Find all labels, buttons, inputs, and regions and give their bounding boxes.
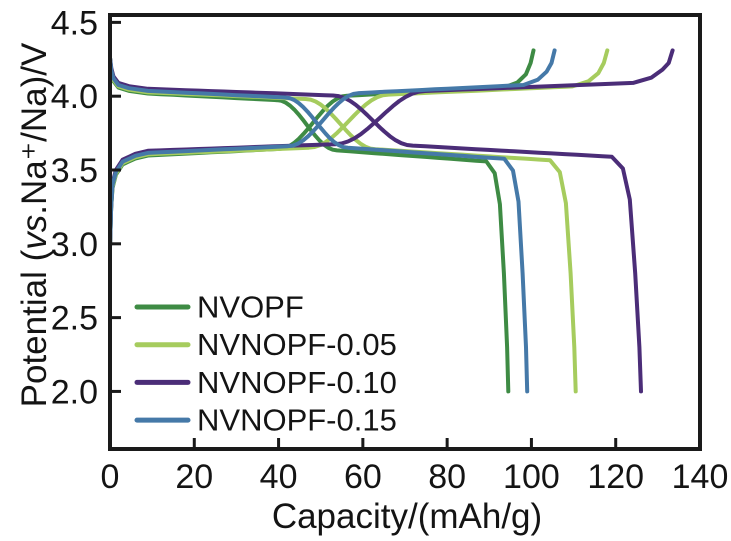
- y-tick-label-4: 4.0: [51, 78, 98, 116]
- axis-tick-labels: 0 20 40 60 80 100 120 140 2.0 2.5 3.0 3.5 4.0 4.5: [51, 4, 729, 496]
- x-tick-label-0: 0: [101, 458, 120, 496]
- legend-label-NVNOPF-0.10: NVNOPF-0.10: [197, 365, 397, 400]
- plot-frame: [108, 13, 702, 451]
- axis-ticks: [108, 20, 702, 449]
- x-tick-label-40: 40: [260, 458, 298, 496]
- legend-item-NVNOPF-0.05: NVNOPF-0.05: [134, 327, 397, 362]
- discharge-curve-NVNOPF-0.10: [108, 55, 643, 394]
- x-tick-label-140: 140: [672, 458, 729, 496]
- legend-label-NVNOPF-0.15: NVNOPF-0.15: [197, 403, 397, 438]
- x-tick-label-60: 60: [344, 458, 382, 496]
- curves-layer: [108, 48, 675, 394]
- x-tick-label-100: 100: [503, 458, 560, 496]
- y-tick-label-2.5: 2.5: [51, 300, 98, 338]
- y-axis-title: Potential (vs.Na⁺/Na)/V: [15, 42, 54, 407]
- x-tick-label-20: 20: [175, 458, 213, 496]
- charge-curve-NVNOPF-0.15: [108, 48, 557, 249]
- y-tick-label-2: 2.0: [51, 373, 98, 411]
- legend-item-NVOPF: NVOPF: [134, 290, 304, 325]
- legend-item-NVNOPF-0.15: NVNOPF-0.15: [134, 403, 397, 438]
- legend-item-NVNOPF-0.10: NVNOPF-0.10: [134, 365, 397, 400]
- legend-label-NVOPF: NVOPF: [197, 290, 304, 325]
- y-tick-label-3: 3.0: [51, 226, 98, 264]
- x-tick-label-80: 80: [428, 458, 466, 496]
- y-axis-title-post: .Na⁺/Na)/V: [15, 42, 54, 215]
- discharge-curve-NVNOPF-0.15: [108, 55, 530, 394]
- y-axis-title-italic: vs: [15, 215, 54, 250]
- y-tick-label-4.5: 4.5: [51, 4, 98, 42]
- legend-label-NVNOPF-0.05: NVNOPF-0.05: [197, 327, 397, 362]
- x-tick-label-120: 120: [587, 458, 644, 496]
- y-axis-title-pre: Potential (: [15, 249, 54, 407]
- x-axis-title: Capacity/(mAh/g): [272, 497, 542, 536]
- y-tick-label-3.5: 3.5: [51, 152, 98, 190]
